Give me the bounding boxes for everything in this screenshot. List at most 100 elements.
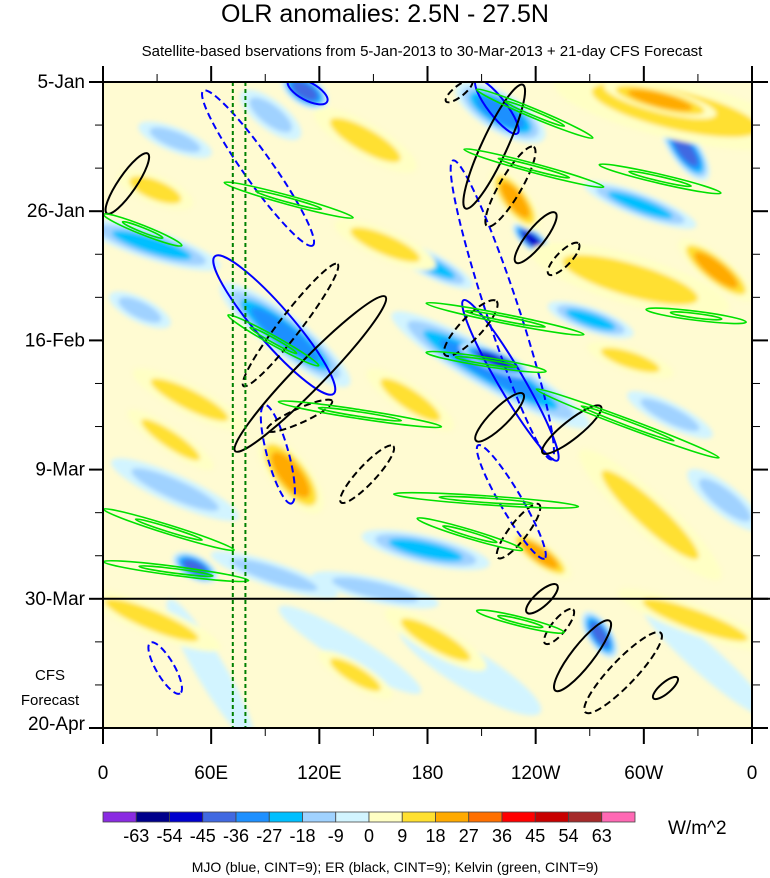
colorbar-swatch [468,811,503,823]
colorbar-swatch [135,811,170,823]
colorbar-label: -9 [328,826,344,846]
x-tick-label: 0 [98,763,109,784]
colorbar-swatch [302,811,337,823]
er-contour [339,444,396,505]
colorbar-swatch [568,811,603,823]
kelvin-contour [277,400,443,429]
x-tick-label: 60W [624,763,663,784]
positive-anomaly-mark [270,451,310,498]
legend-caption: MJO (blue, CINT=9); ER (black, CINT=9); … [192,859,599,875]
y-tick-label: 20-Apr [28,714,86,735]
colorbar-swatch [335,811,370,823]
positive-anomaly-mark [400,618,471,662]
colorbar-label: 54 [558,826,578,846]
kelvin-contour [598,163,722,195]
negative-anomaly-mark [673,134,698,166]
negative-anomaly-mark [278,605,422,695]
negative-anomaly-mark [522,231,542,248]
colorbar-label: 0 [364,826,374,846]
kelvin-contour [223,181,354,220]
kelvin-contour-inner [438,495,534,506]
kelvin-contour-inner [317,406,403,422]
kelvin-contour [425,350,547,374]
kelvin-contour-inner [497,157,571,179]
colorbar-label: -45 [190,826,216,846]
positive-anomaly-mark [330,658,381,692]
mjo-contour [212,254,337,396]
colorbar-label: 27 [459,826,479,846]
kelvin-contour-inner [134,518,203,542]
colorbar-label: -54 [156,826,182,846]
colorbar-swatch [202,811,237,823]
kelvin-contour [425,301,585,336]
negative-anomaly-mark [476,96,525,129]
x-tick-label: 180 [412,763,444,784]
kelvin-contour [416,517,524,552]
colorbar-swatch [501,811,536,823]
negative-anomaly-mark [565,309,616,331]
y-tick-label: 16-Feb [25,330,85,351]
er-contour [462,83,527,210]
negative-anomaly-mark [331,577,419,603]
positive-anomaly-mark [141,419,200,461]
x-tick-label: 120E [297,763,341,784]
positive-anomaly-mark [601,470,699,560]
positive-anomaly-mark [562,254,699,305]
chart-subtitle: Satellite-based bservations from 5-Jan-2… [142,43,704,60]
negative-anomaly-mark [388,538,463,562]
colorbar-swatch [401,811,436,823]
negative-anomaly-mark [183,559,207,576]
kelvin-contour [475,609,565,635]
x-tick-label: 60E [194,763,228,784]
colorbar-swatch [368,811,403,823]
negative-anomaly-mark [111,230,192,260]
y-tick-label: 5-Jan [37,72,85,93]
er-contour [474,392,526,443]
colorbar-units: W/m^2 [668,818,727,839]
y-tick-label: 9-Mar [35,460,85,481]
kelvin-contour-inner [497,614,544,629]
kelvin-contour-inner [249,326,298,355]
x-tick-label: 120W [511,763,561,784]
x-tick-label: 0 [747,763,758,784]
colorbar-label: 18 [425,826,445,846]
negative-anomaly-mark [249,97,292,133]
kelvin-contour [227,314,320,367]
negative-anomaly-mark [118,297,162,323]
colorbar-label: -27 [256,826,282,846]
negative-anomaly-mark [478,352,512,368]
kelvin-contour-inner [464,309,546,328]
colorbar-label: 45 [525,826,545,846]
kelvin-contour-inner [580,405,675,442]
negative-anomaly-mark [640,398,700,432]
colorbar-label: 36 [492,826,512,846]
positive-anomaly-mark [521,540,559,569]
colorbar-label: 63 [592,826,612,846]
positive-anomaly-mark [600,347,660,373]
y-tick-label: 30-Mar [25,589,86,610]
kelvin-contour [463,148,605,189]
er-contour [233,295,388,453]
negative-anomaly-mark [698,478,751,522]
er-contour [651,675,680,701]
kelvin-contour-inner [504,100,566,128]
negative-anomaly-mark [149,127,201,153]
er-contour [552,619,613,693]
negative-anomaly-mark [641,602,752,717]
negative-anomaly-mark [607,191,673,219]
positive-anomaly-mark [129,176,182,204]
colorbar-label: -63 [123,826,149,846]
er-contour [541,404,603,455]
negative-anomaly-mark [250,307,320,363]
forecast-label-cfs: CFS [35,667,65,684]
positive-anomaly-mark [104,598,199,642]
kelvin-contour-inner [454,355,518,369]
mjo-contour [461,298,560,462]
kelvin-contour-inner [442,525,498,544]
positive-anomaly-mark [350,227,420,263]
forecast-label-forecast: Forecast [21,692,80,709]
er-contour [444,82,474,104]
mjo-contour [201,89,316,247]
colorbar-label: -36 [223,826,249,846]
kelvin-contour-inner [255,190,323,211]
